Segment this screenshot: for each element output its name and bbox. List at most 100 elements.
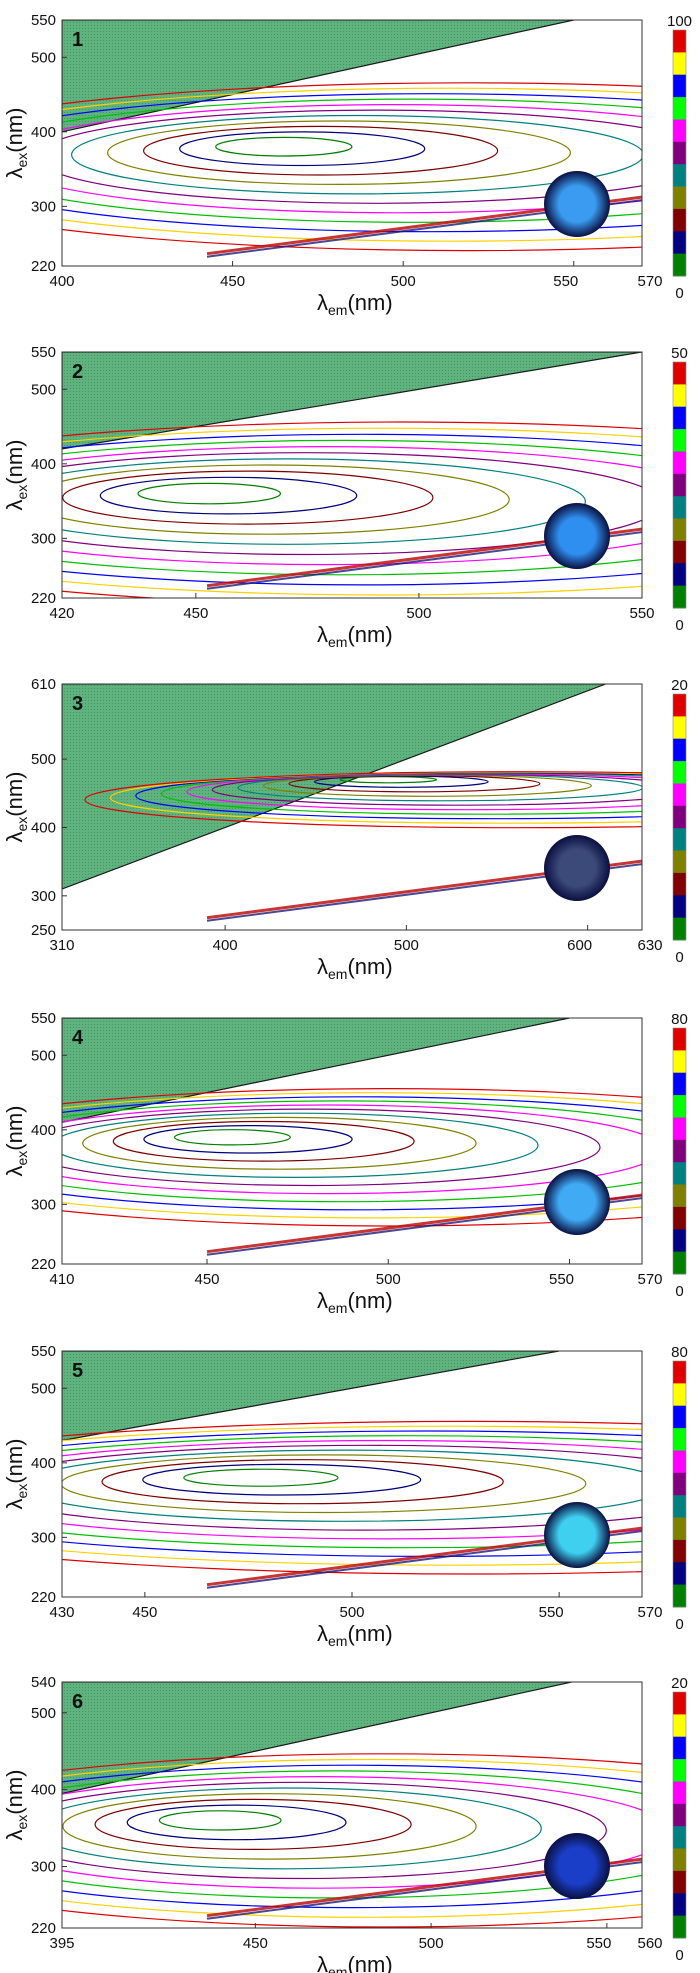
colorbar-segment — [673, 1714, 686, 1738]
colorbar-segment — [673, 1072, 686, 1096]
colorbar-segment — [673, 362, 686, 385]
x-tick-label: 500 — [419, 1935, 444, 1952]
contour-line — [62, 1758, 642, 1918]
colorbar-max-label: 80 — [671, 1011, 688, 1028]
contour-line — [62, 1420, 642, 1575]
contour-line — [62, 439, 642, 576]
plot-frame — [61, 351, 643, 599]
colorbar-segment — [673, 52, 686, 76]
colorbar-segment — [673, 872, 686, 896]
colorbar-max-label: 100 — [667, 13, 692, 30]
y-tick-label: 250 — [31, 922, 56, 939]
x-axis-label: λem(nm) — [317, 1952, 393, 1973]
panel-label: 6 — [72, 1691, 83, 1713]
sample-photo — [544, 1502, 610, 1568]
y-tick-label: 220 — [31, 1256, 56, 1273]
y-tick-label: 500 — [31, 1047, 56, 1064]
colorbar-segment — [673, 1826, 686, 1850]
y-axis-label: λex(nm) — [2, 107, 30, 178]
colorbar-segment — [673, 805, 686, 829]
contour-line — [62, 1776, 642, 1889]
contour-line — [62, 1096, 642, 1211]
y-tick-label: 500 — [31, 381, 56, 398]
colorbar-segment — [673, 164, 686, 188]
contour-line — [142, 1463, 422, 1496]
y-tick-label: 500 — [31, 49, 56, 66]
panel-label: 5 — [72, 1360, 83, 1382]
colorbar-segment — [673, 208, 686, 232]
contour-line — [62, 1092, 642, 1219]
contour-line — [62, 458, 586, 545]
y-tick-label: 300 — [31, 530, 56, 547]
colorbar-segment — [673, 1781, 686, 1805]
colorbar-segment — [673, 1405, 686, 1429]
y-tick-label: 550 — [31, 1343, 56, 1360]
y-tick-label: 500 — [31, 1380, 56, 1397]
colorbar-segment — [673, 694, 686, 717]
contour-line — [158, 1810, 282, 1831]
contour-line — [62, 1449, 642, 1522]
contour-line — [62, 1781, 607, 1880]
x-tick-label: 450 — [132, 1604, 157, 1621]
colorbar-segment — [673, 253, 686, 277]
x-tick-label: 550 — [553, 273, 578, 290]
contour-line — [112, 1120, 415, 1162]
colorbar-frame — [672, 1360, 687, 1608]
y-tick-label: 220 — [31, 590, 56, 607]
y-tick-label: 220 — [31, 1920, 56, 1937]
colorbar-segment — [673, 1495, 686, 1519]
scatter-region — [62, 1351, 560, 1442]
colorbar-segment — [673, 783, 686, 807]
colorbar-segment — [673, 429, 686, 452]
colorbar-frame — [672, 361, 687, 609]
x-tick-label: 570 — [637, 1604, 662, 1621]
colorbar-segment — [673, 540, 686, 564]
x-tick-label: 600 — [567, 937, 592, 954]
contour-line — [179, 131, 426, 167]
contour-line — [62, 1764, 642, 1909]
colorbar-segment — [673, 1562, 686, 1586]
colorbar-max-label: 20 — [671, 1675, 688, 1692]
y-axis-label: λex(nm) — [2, 1769, 30, 1840]
colorbar-segment — [673, 1692, 686, 1715]
x-axis-label: λem(nm) — [317, 1288, 393, 1316]
panel-label: 3 — [72, 693, 83, 715]
panel-label: 2 — [72, 361, 83, 383]
colorbar-min-label: 0 — [675, 949, 683, 966]
x-tick-label: 500 — [339, 1604, 364, 1621]
colorbar-segment — [673, 1184, 686, 1208]
colorbar-max-label: 50 — [671, 345, 688, 362]
x-tick-label: 550 — [549, 1271, 574, 1288]
contour-line — [82, 1116, 477, 1170]
x-tick-label: 450 — [220, 273, 245, 290]
panel-4: 4 410 450 500 550 570 220 300 400 500 550 λem(nm) λe… — [2, 1010, 688, 1316]
y-tick-label: 550 — [31, 12, 56, 29]
colorbar-segment — [673, 1428, 686, 1451]
x-tick-label: 500 — [406, 605, 431, 622]
y-tick-label: 400 — [31, 820, 56, 837]
contour-line — [62, 427, 642, 596]
sample-photo — [544, 835, 610, 901]
contour-line — [84, 771, 642, 829]
colorbar-segment — [673, 1893, 686, 1917]
plot-frame — [61, 1681, 643, 1929]
contour-line — [183, 1468, 339, 1487]
contour-line — [215, 136, 353, 157]
y-axis-label: λex(nm) — [2, 1105, 30, 1176]
colorbar-segment — [673, 1050, 686, 1074]
y-tick-label: 400 — [31, 456, 56, 473]
y-axis-label: λex(nm) — [2, 439, 30, 510]
contour-line — [62, 470, 434, 525]
colorbar-segment — [673, 1539, 686, 1563]
scatter-region — [62, 684, 606, 890]
colorbar-segment — [673, 563, 686, 587]
x-tick-label: 420 — [49, 605, 74, 622]
colorbar-min-label: 0 — [675, 1283, 683, 1300]
scatter-region — [62, 20, 574, 133]
colorbar-min-label: 0 — [675, 1947, 683, 1964]
sample-photo — [544, 171, 610, 237]
colorbar-segment — [673, 496, 686, 520]
y-tick-label: 300 — [31, 1196, 56, 1213]
colorbar-segment — [673, 1915, 686, 1939]
